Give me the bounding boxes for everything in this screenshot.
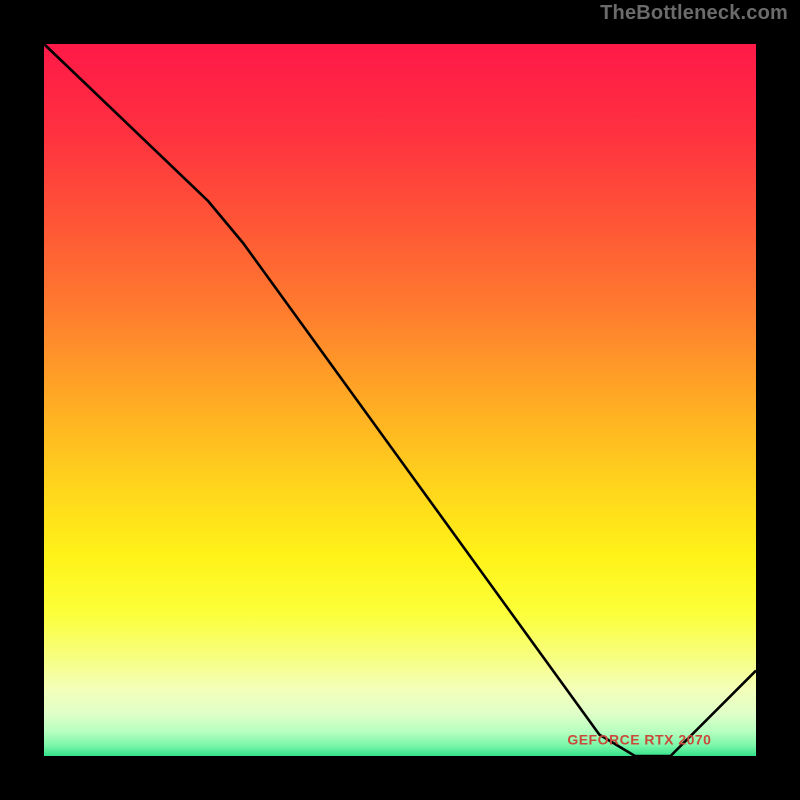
bottleneck-chart: GEFORCE RTX 2070 bbox=[0, 0, 800, 800]
attribution-text: TheBottleneck.com bbox=[600, 2, 788, 25]
gpu-label: GEFORCE RTX 2070 bbox=[567, 732, 711, 748]
plot-background bbox=[44, 44, 756, 756]
